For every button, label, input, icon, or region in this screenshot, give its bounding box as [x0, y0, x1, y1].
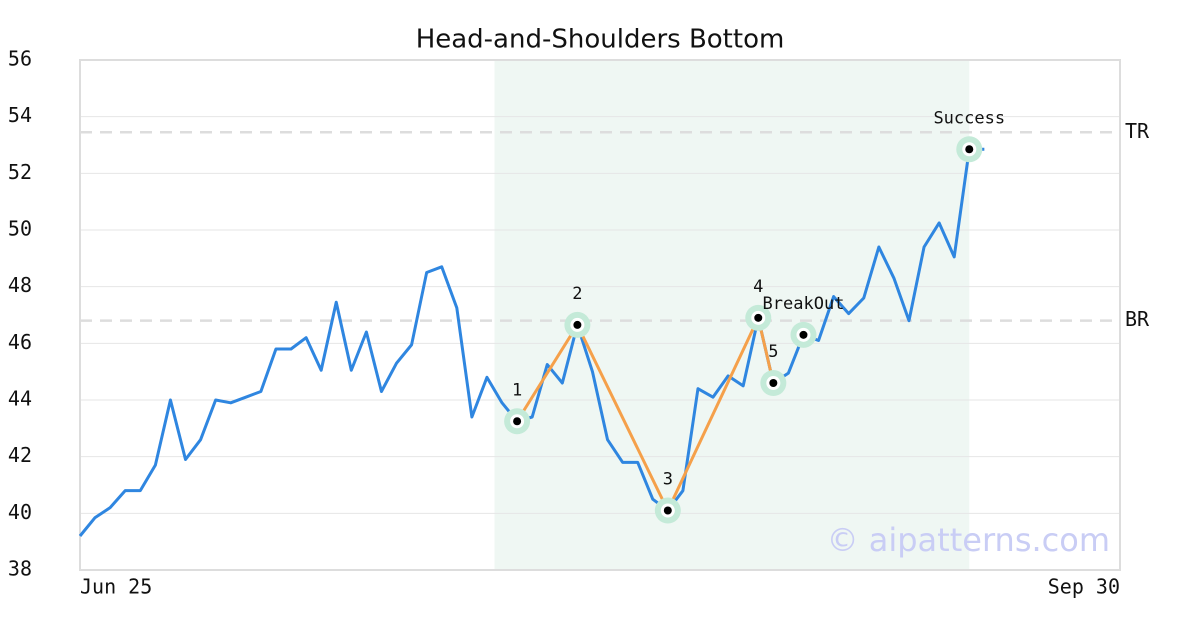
- y-tick-label: 52: [8, 160, 32, 184]
- marker-label: 1: [512, 380, 522, 400]
- watermark: © aipatterns.com: [827, 521, 1110, 559]
- price-line: [78, 147, 985, 537]
- marker-dot: [965, 145, 974, 154]
- x-tick-label: Jun 25: [80, 575, 152, 599]
- marker-label: BreakOut: [763, 294, 845, 314]
- marker-label: 5: [768, 342, 778, 362]
- y-tick-label: 54: [8, 103, 32, 127]
- marker-label: 2: [572, 284, 582, 304]
- plot-frame: [79, 59, 1121, 571]
- y-tick-label: 56: [8, 47, 32, 71]
- marker-dot: [769, 379, 778, 387]
- y-tick-label: 50: [8, 217, 32, 241]
- marker-dot: [513, 417, 522, 426]
- y-tick-label: 46: [8, 330, 32, 354]
- chart-title: Head-and-Shoulders Bottom: [416, 25, 785, 55]
- x-tick-label: Sep 30: [1048, 575, 1120, 599]
- marker-label: 4: [753, 277, 763, 297]
- marker-dot: [573, 320, 582, 329]
- y-tick-label: 42: [8, 443, 32, 467]
- marker-dot: [799, 330, 808, 339]
- y-tick-label: 44: [8, 387, 32, 411]
- y-tick-label: 48: [8, 273, 32, 297]
- marker-label: 3: [663, 470, 673, 490]
- marker-dot: [754, 313, 763, 322]
- pattern-span: [494, 60, 970, 570]
- y-tick-label: 40: [8, 500, 32, 524]
- level-label: BR: [1125, 307, 1150, 331]
- level-label: TR: [1125, 119, 1150, 143]
- y-tick-label: 38: [8, 557, 32, 581]
- marker-label: Success: [933, 108, 1005, 128]
- marker-dot: [663, 506, 672, 515]
